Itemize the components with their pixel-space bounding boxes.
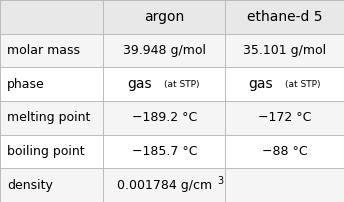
Text: phase: phase — [7, 78, 45, 91]
Text: 39.948 g/mol: 39.948 g/mol — [123, 44, 206, 57]
Bar — [225, 135, 344, 168]
Text: gas: gas — [249, 77, 273, 91]
Bar — [0, 135, 103, 168]
Text: molar mass: molar mass — [7, 44, 80, 57]
Text: (at STP): (at STP) — [285, 80, 321, 89]
Bar — [103, 0, 225, 34]
Bar — [103, 101, 225, 135]
Text: density: density — [7, 179, 53, 192]
Bar — [0, 34, 103, 67]
Bar — [225, 34, 344, 67]
Bar — [103, 168, 225, 202]
Text: 0.001784 g/cm: 0.001784 g/cm — [117, 179, 212, 192]
Text: gas: gas — [128, 77, 152, 91]
Text: −189.2 °C: −189.2 °C — [132, 111, 197, 124]
Bar — [225, 101, 344, 135]
Bar — [103, 135, 225, 168]
Text: (at STP): (at STP) — [164, 80, 200, 89]
Text: 3: 3 — [217, 176, 224, 186]
Bar — [0, 168, 103, 202]
Text: 35.101 g/mol: 35.101 g/mol — [243, 44, 326, 57]
Text: boiling point: boiling point — [7, 145, 85, 158]
Bar — [225, 168, 344, 202]
Bar — [0, 0, 103, 34]
Text: −88 °C: −88 °C — [262, 145, 308, 158]
Text: argon: argon — [144, 10, 184, 24]
Text: ethane-d 5: ethane-d 5 — [247, 10, 322, 24]
Bar — [0, 67, 103, 101]
Bar — [225, 67, 344, 101]
Bar — [0, 101, 103, 135]
Bar — [225, 0, 344, 34]
Bar — [103, 34, 225, 67]
Text: melting point: melting point — [7, 111, 90, 124]
Text: −185.7 °C: −185.7 °C — [131, 145, 197, 158]
Bar — [103, 67, 225, 101]
Text: −172 °C: −172 °C — [258, 111, 311, 124]
